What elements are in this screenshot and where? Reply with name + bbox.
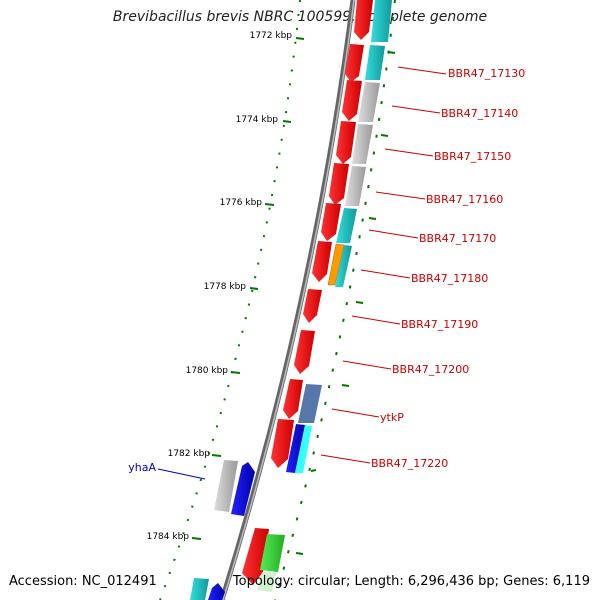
cds-arrow bbox=[294, 330, 315, 374]
svg-text:1778 kbp: 1778 kbp bbox=[204, 282, 247, 292]
cds-arrow bbox=[321, 203, 341, 241]
cds-arrow bbox=[342, 80, 362, 121]
svg-text:1784 kbp: 1784 kbp bbox=[147, 532, 190, 542]
blue-block bbox=[286, 424, 305, 473]
green-block bbox=[257, 572, 276, 592]
gray-block bbox=[352, 124, 373, 164]
gene-label: BBR47_17160 bbox=[426, 193, 503, 206]
cyan-block bbox=[335, 245, 352, 287]
genome-summary-text: Topology: circular; Length: 6,296,436 bp… bbox=[232, 574, 590, 589]
scale-tick-1774: 1774 kbp bbox=[236, 115, 292, 125]
svg-text:1780 kbp: 1780 kbp bbox=[186, 366, 229, 376]
outer-ticks bbox=[295, 51, 396, 555]
orange-block bbox=[327, 243, 345, 286]
cyan-block bbox=[190, 578, 209, 600]
scale-tick-1778: 1778 kbp bbox=[204, 282, 259, 292]
steel-block bbox=[298, 384, 322, 423]
forward-cds-track bbox=[242, 0, 373, 585]
cds-arrow-blue bbox=[231, 462, 255, 516]
svg-text:1782 kbp: 1782 kbp bbox=[168, 449, 211, 459]
cds-arrow bbox=[336, 121, 356, 164]
scale-tick-1780: 1780 kbp bbox=[186, 366, 241, 376]
scale-tick-1772: 1772 kbp bbox=[250, 31, 305, 41]
cds-arrow bbox=[345, 44, 364, 82]
cds-arrow bbox=[242, 528, 269, 585]
scale-tick-1782: 1782 kbp bbox=[168, 449, 222, 459]
svg-text:1772 kbp: 1772 kbp bbox=[250, 31, 293, 41]
accession-text: Accession: NC_012491 bbox=[9, 574, 157, 589]
cds-arrow bbox=[271, 419, 294, 468]
scale-track-inner bbox=[159, 0, 301, 600]
svg-text:1776 kbp: 1776 kbp bbox=[220, 198, 263, 208]
cds-arrow bbox=[312, 241, 332, 282]
gray-block bbox=[358, 82, 380, 122]
backbone bbox=[219, 0, 356, 600]
reverse-cds-track bbox=[190, 460, 255, 600]
gene-label: BBR47_17220 bbox=[371, 457, 448, 470]
cds-arrow bbox=[303, 289, 322, 323]
gene-label: BBR47_17190 bbox=[401, 318, 478, 331]
cyan-block bbox=[295, 425, 312, 473]
scale-tick-1776: 1776 kbp bbox=[220, 198, 275, 208]
gray-block bbox=[345, 166, 366, 206]
label-leaders bbox=[320, 66, 447, 464]
cds-arrow bbox=[329, 163, 349, 205]
label-leader-yhaa bbox=[157, 468, 206, 480]
gene-label: yhaA bbox=[128, 461, 156, 474]
scale-tick-1784: 1784 kbp bbox=[147, 532, 202, 542]
cds-arrow bbox=[354, 0, 373, 40]
map-title: Brevibacillus brevis NBRC 100599, comple… bbox=[112, 9, 488, 25]
gene-label: BBR47_17170 bbox=[419, 232, 496, 245]
cds-arrow-blue bbox=[208, 583, 225, 600]
gene-label: BBR47_17140 bbox=[441, 107, 518, 120]
cyan-block bbox=[371, 0, 392, 42]
gray-block bbox=[214, 460, 238, 512]
cds-arrow bbox=[283, 379, 303, 419]
cyan-block bbox=[365, 45, 385, 80]
gene-label: ytkP bbox=[380, 411, 404, 424]
gene-label: BBR47_17130 bbox=[448, 67, 525, 80]
green-block bbox=[260, 534, 285, 572]
cyan-block bbox=[336, 208, 357, 243]
svg-text:1774 kbp: 1774 kbp bbox=[236, 115, 279, 125]
similarity-track bbox=[257, 0, 392, 592]
gene-label: BBR47_17180 bbox=[411, 272, 488, 285]
gene-label: BBR47_17200 bbox=[392, 363, 469, 376]
gene-label: BBR47_17150 bbox=[434, 150, 511, 163]
